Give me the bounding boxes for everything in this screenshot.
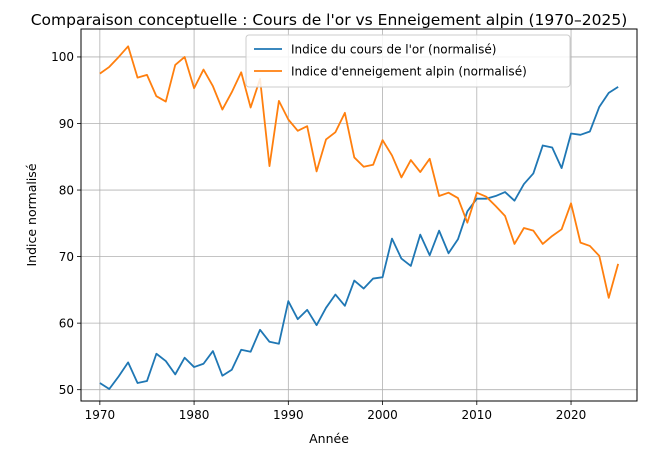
chart-title: Comparaison conceptuelle : Cours de l'or… <box>31 11 628 29</box>
x-tick-label: 2010 <box>462 408 493 422</box>
gold-price-index-line <box>99 86 619 390</box>
y-tick-label: 70 <box>59 250 74 264</box>
x-tick-label: 1970 <box>85 408 116 422</box>
series-lines <box>99 45 620 390</box>
y-axis-label: Indice normalisé <box>24 163 39 266</box>
y-axis-ticks: 50 60 70 80 90 100 <box>51 50 81 397</box>
x-tick-label: 2000 <box>367 408 398 422</box>
y-tick-label: 100 <box>51 50 74 64</box>
y-tick-label: 90 <box>59 117 74 131</box>
y-tick-label: 60 <box>59 316 74 330</box>
plot-frame <box>80 28 638 402</box>
legend-label-gold: Indice du cours de l'or (normalisé) <box>291 43 496 57</box>
grid-lines <box>81 29 637 401</box>
y-tick-label: 80 <box>59 183 74 197</box>
legend-label-snow: Indice d'enneigement alpin (normalisé) <box>291 65 527 79</box>
x-tick-label: 1980 <box>179 408 210 422</box>
x-axis-label: Année <box>309 431 349 446</box>
legend: Indice du cours de l'or (normalisé) Indi… <box>245 34 571 88</box>
x-axis-ticks: 1970 1980 1990 2000 2010 2020 <box>85 401 587 422</box>
x-tick-label: 1990 <box>273 408 304 422</box>
x-tick-label: 2020 <box>556 408 587 422</box>
legend-box <box>245 34 571 88</box>
snow-cover-index-line <box>99 45 620 299</box>
y-tick-label: 50 <box>59 383 74 397</box>
